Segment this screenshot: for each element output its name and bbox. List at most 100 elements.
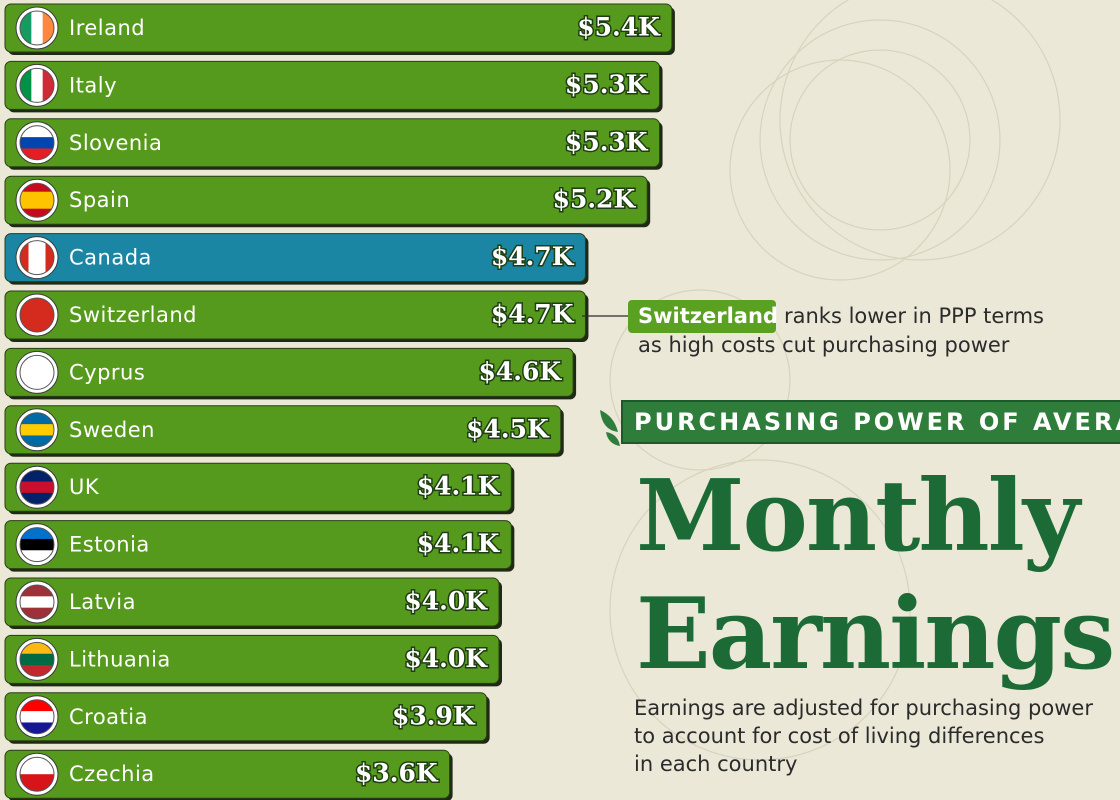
annotation-line: ranks lower in PPP terms [784, 304, 1044, 328]
flag-stripe [20, 208, 54, 218]
category-label: Estonia [69, 533, 150, 557]
flag-stripe [20, 481, 54, 494]
flag-face [20, 240, 54, 275]
flag-face [20, 527, 54, 562]
category-label: Canada [69, 246, 152, 270]
flag-stripe [20, 527, 54, 540]
flag-edge [19, 469, 55, 505]
flag [15, 6, 59, 50]
flag-stripe [20, 550, 54, 562]
flag [15, 695, 59, 739]
flag-stripe [42, 68, 54, 103]
flag-stripe [20, 642, 54, 655]
flag-face [20, 125, 54, 160]
bar [4, 577, 500, 627]
bar [4, 520, 512, 570]
flag [15, 63, 59, 107]
flag-face [20, 412, 54, 447]
flag-stripe [20, 191, 54, 201]
flag-face [20, 11, 54, 45]
category-label: Italy [69, 73, 117, 97]
flag-face [20, 642, 54, 677]
flag [15, 465, 59, 509]
kicker-banner: PURCHASING POWER OF AVERAGE [600, 400, 1120, 446]
value-label: $5.4K [577, 13, 661, 42]
flag-face [20, 68, 54, 103]
flag-face [20, 298, 54, 332]
flag-stripe [20, 355, 54, 390]
flag [15, 236, 59, 280]
flag-stripe [20, 125, 54, 138]
value-label: $5.3K [565, 127, 649, 156]
flag-stripe [20, 757, 54, 775]
bar [4, 175, 648, 225]
flag-stripe [20, 653, 54, 666]
value-label: $4.7K [491, 300, 575, 329]
flag [15, 523, 59, 567]
flag-stripe [31, 11, 44, 45]
flag [15, 293, 59, 337]
bar [4, 233, 586, 283]
bar [4, 118, 661, 168]
flag-face [20, 699, 54, 734]
flag-edge [19, 354, 55, 390]
flag-stripe [20, 435, 54, 447]
subtitle: Earnings are adjusted for purchasing pow… [634, 696, 1093, 720]
bar [4, 405, 562, 455]
value-label: $4.1K [417, 529, 501, 558]
bar [4, 692, 488, 742]
flag-stripe [20, 699, 54, 712]
flag-stripe [20, 596, 54, 609]
flag-face [20, 470, 54, 505]
bar [4, 347, 574, 397]
category-label: Czechia [69, 762, 155, 786]
annotation-badge [628, 300, 776, 333]
bar [4, 749, 451, 799]
flag-stripe [20, 424, 54, 436]
flag-stripe [20, 774, 54, 792]
flag-face [20, 757, 54, 792]
category-label: Switzerland [69, 303, 197, 327]
flag-stripe [20, 711, 54, 723]
flag-edge [19, 527, 55, 563]
bar [4, 634, 500, 684]
flag-face [20, 355, 54, 390]
annotation: Switzerland ranks lower in PPP terms as … [582, 300, 1044, 357]
flag-stripe [20, 492, 54, 505]
flag-edge [19, 240, 55, 276]
flag-stripe [42, 11, 54, 45]
category-label: UK [69, 475, 100, 499]
title: Monthly [636, 459, 1083, 574]
flag-stripe [20, 722, 54, 734]
flag-edge [19, 182, 55, 218]
flag [15, 350, 59, 394]
flag-edge [19, 756, 55, 792]
flag-edge [19, 699, 55, 735]
value-label: $3.6K [355, 759, 439, 788]
flag-stripe [20, 68, 32, 103]
flag [15, 637, 59, 681]
value-label: $4.6K [478, 357, 562, 386]
flag-stripe [20, 298, 54, 332]
bar [4, 462, 512, 512]
subtitle: in each country [634, 752, 797, 776]
value-label: $4.7K [491, 242, 575, 271]
value-label: $5.2K [553, 185, 637, 214]
value-label: $4.5K [466, 414, 550, 443]
kicker: PURCHASING POWER OF AVERAGE [634, 408, 1120, 436]
value-label: $4.0K [404, 644, 488, 673]
flag-face [20, 585, 54, 619]
flag-stripe [20, 137, 54, 149]
flag [15, 178, 59, 222]
flag-stripe [37, 240, 46, 275]
bar [4, 290, 586, 340]
value-label: $4.0K [404, 587, 488, 616]
flag-edge [19, 125, 55, 161]
value-label: $3.9K [392, 701, 476, 730]
flag [15, 580, 59, 624]
flag-edge [19, 10, 55, 46]
flag-stripe [20, 470, 54, 483]
flag-stripe [31, 68, 44, 103]
flag-stripe [28, 240, 38, 275]
